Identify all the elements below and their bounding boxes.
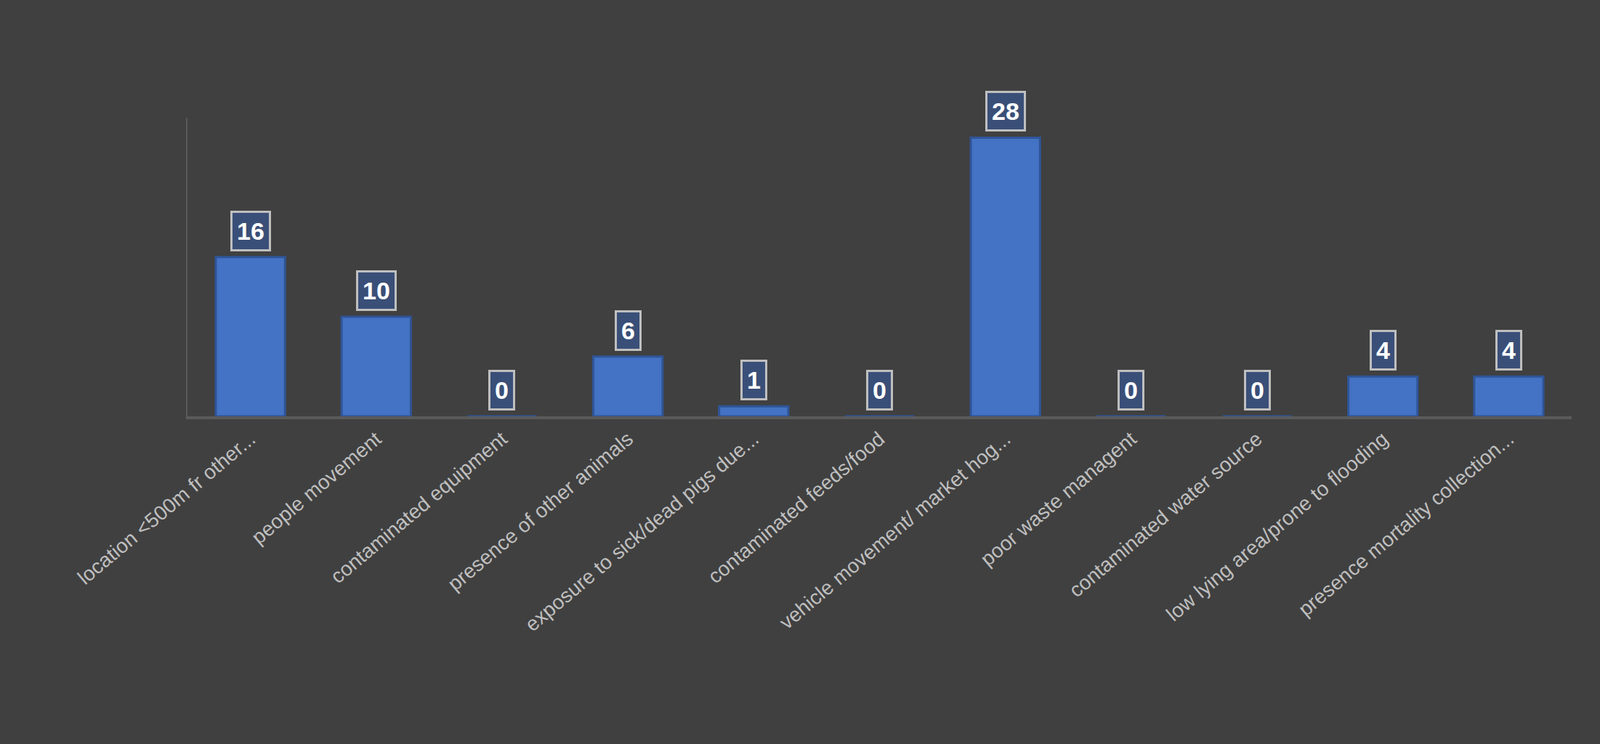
svg-text:contaminated feeds/food: contaminated feeds/food (704, 427, 890, 588)
svg-text:28: 28 (991, 97, 1020, 125)
svg-text:contaminated water source: contaminated water source (1064, 427, 1266, 602)
svg-text:location <500m fr other...: location <500m fr other... (73, 427, 261, 589)
svg-text:0: 0 (494, 376, 509, 404)
svg-text:10: 10 (362, 276, 391, 305)
svg-text:vehicle movement/ market hog..: vehicle movement/ market hog... (775, 427, 1016, 634)
svg-text:exposure to sick/dead pigs due: exposure to sick/dead pigs due... (520, 427, 764, 636)
svg-text:low lying area/prone to floodi: low lying area/prone to flooding (1161, 427, 1393, 626)
svg-text:presence of other animals: presence of other animals (443, 427, 638, 596)
svg-text:0: 0 (1250, 376, 1265, 404)
svg-text:4: 4 (1501, 336, 1516, 365)
svg-text:poor waste managent: poor waste managent (976, 427, 1141, 571)
svg-text:4: 4 (1376, 336, 1391, 365)
svg-text:people movement: people movement (247, 427, 386, 549)
svg-text:6: 6 (621, 316, 636, 345)
svg-text:0: 0 (872, 376, 887, 404)
svg-text:presence mortality collection.: presence mortality collection... (1294, 427, 1518, 621)
svg-text:0: 0 (1124, 376, 1138, 404)
svg-text:1: 1 (746, 366, 761, 394)
svg-text:contaminated equipment: contaminated equipment (326, 427, 512, 588)
svg-text:16: 16 (236, 217, 265, 245)
